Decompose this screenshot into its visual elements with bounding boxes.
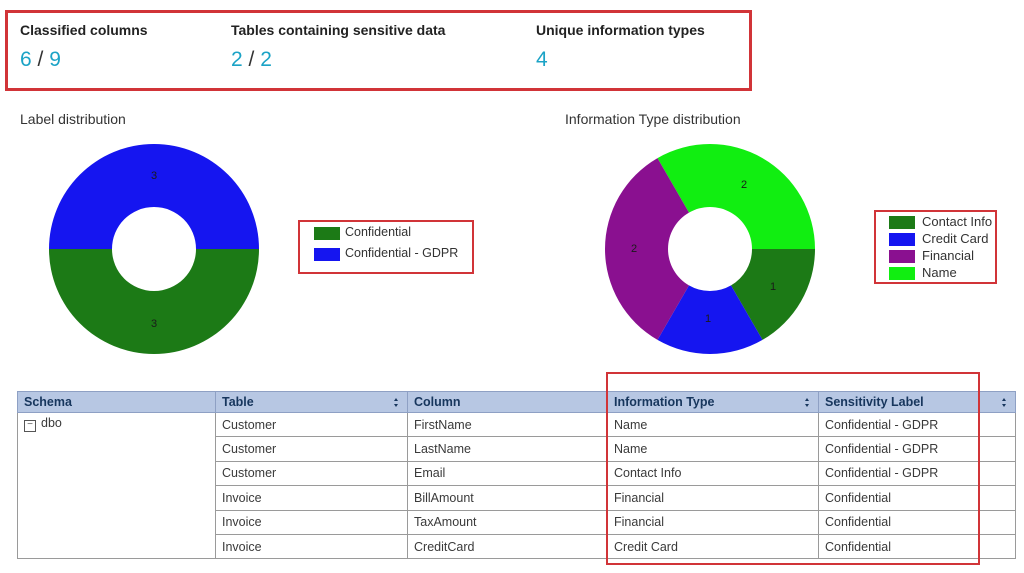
svg-text:2: 2: [741, 179, 747, 191]
svg-text:2: 2: [631, 243, 637, 255]
svg-text:3: 3: [151, 318, 157, 330]
svg-text:1: 1: [705, 313, 711, 325]
svg-text:1: 1: [770, 281, 776, 293]
svg-text:3: 3: [151, 170, 157, 182]
